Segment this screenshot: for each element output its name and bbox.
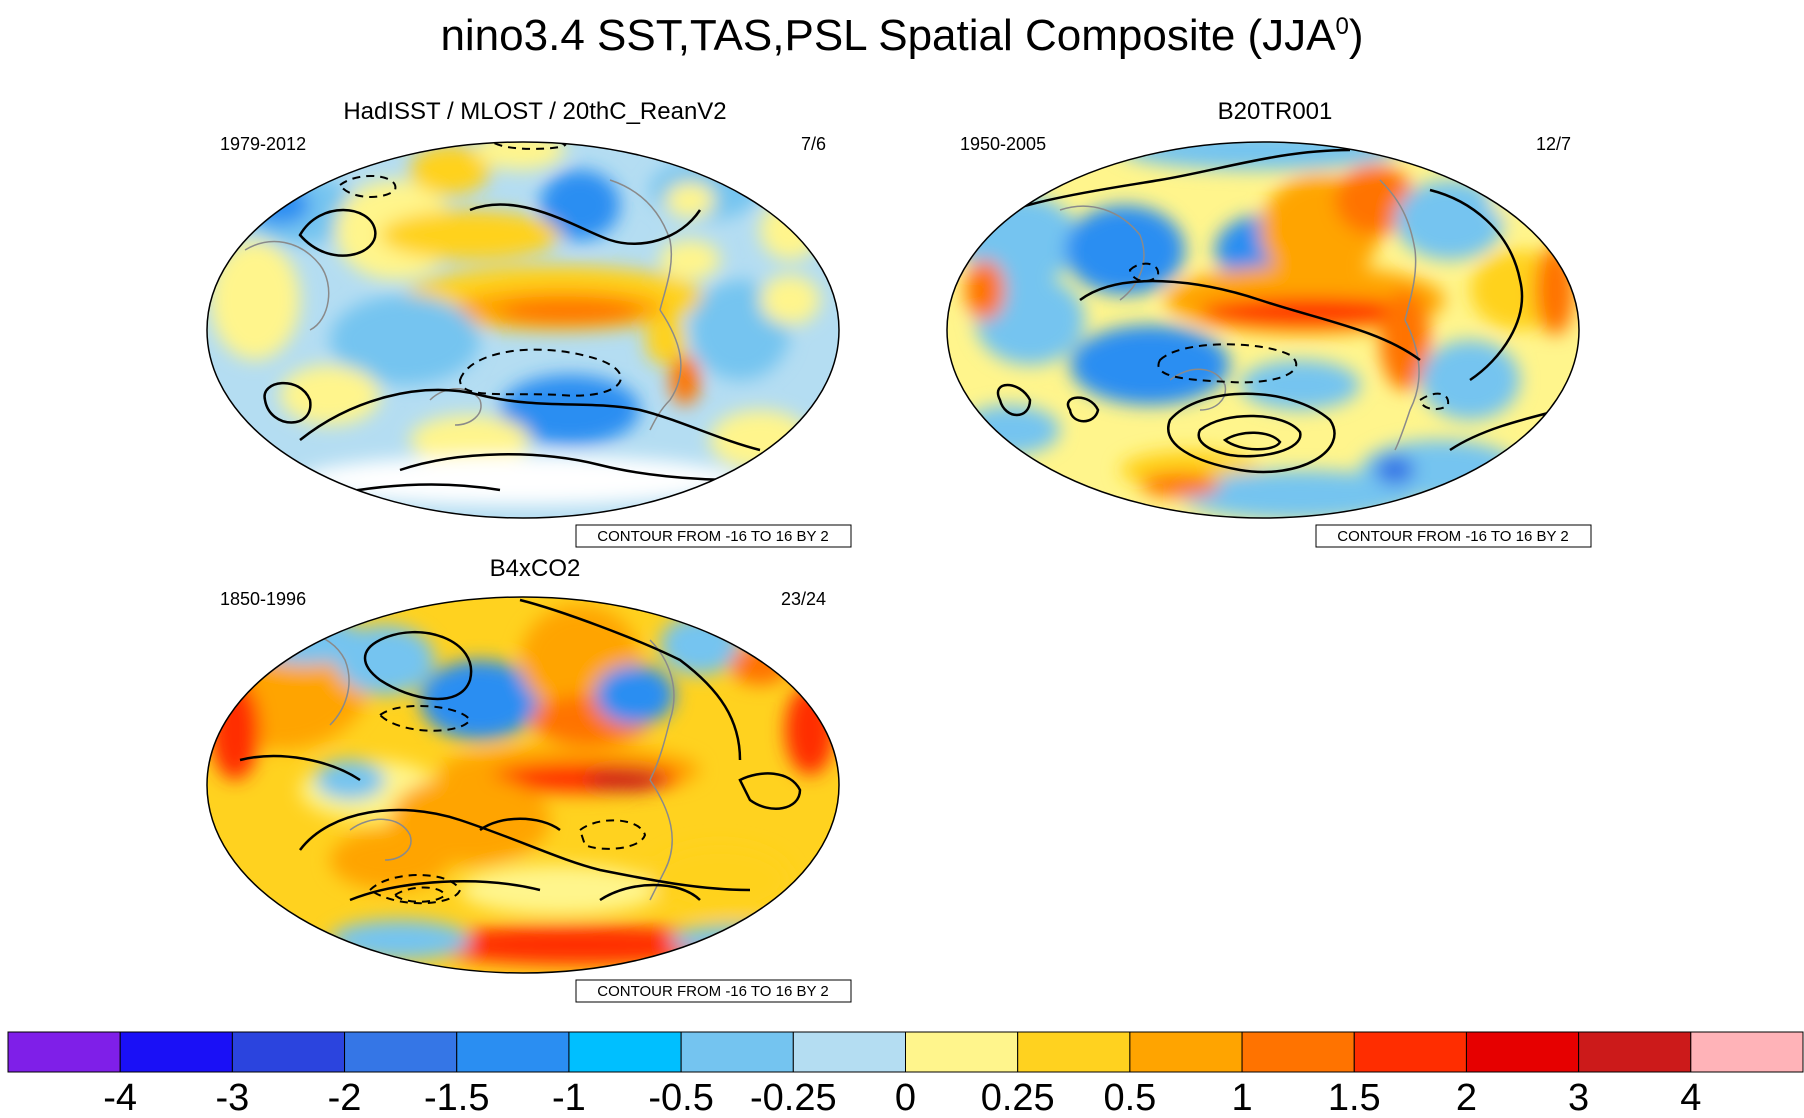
colorbar-swatch xyxy=(1465,1031,1580,1073)
panel-observations: HadISST / MLOST / 20thC_ReanV2 1979-2012… xyxy=(206,98,852,548)
colorbar-swatch xyxy=(792,1031,906,1073)
colorbar-tick-label: 0.25 xyxy=(981,1077,1055,1118)
colorbar-swatch xyxy=(1353,1031,1467,1073)
colorbar-swatch xyxy=(1578,1031,1692,1073)
colorbar-tick-label: 2 xyxy=(1456,1077,1477,1118)
colorbar-swatch xyxy=(568,1031,682,1073)
contour-info-box xyxy=(1315,524,1592,548)
colorbar-tick-label: -1.5 xyxy=(424,1077,489,1118)
colorbar-tick-label: -0.5 xyxy=(648,1077,713,1118)
psl-contours-negative xyxy=(368,705,647,905)
colorbar-tick-label: 1 xyxy=(1231,1077,1252,1118)
contour-info-text: CONTOUR FROM -16 TO 16 BY 2 xyxy=(1337,528,1568,545)
panel-count: 12/7 xyxy=(1536,134,1571,154)
colorbar-tick-label: -4 xyxy=(103,1077,137,1118)
coastline xyxy=(244,179,682,431)
panel-title: B20TR001 xyxy=(1218,98,1333,125)
panel-period: 1850-1996 xyxy=(220,589,306,609)
colorbar-tick-label: 1.5 xyxy=(1328,1077,1381,1118)
panel-b4xco2: B4xCO2 1850-1996 23/24 xyxy=(206,555,852,1003)
colorbar-swatch xyxy=(119,1031,233,1073)
colorbar: -4 -3 -2 -1.5 -1 -0.5 -0.25 0 0.25 0.5 1 1.5 2 3 4 xyxy=(7,1031,1804,1118)
psl-contours xyxy=(239,598,802,902)
colorbar-tick-label: -2 xyxy=(328,1077,362,1118)
panel-count: 7/6 xyxy=(801,134,826,154)
figure-title-close: ) xyxy=(1349,11,1364,60)
map-border xyxy=(946,141,1580,519)
colorbar-swatch xyxy=(1017,1031,1131,1073)
anomaly-field xyxy=(207,597,839,973)
colorbar-tick-label: -0.25 xyxy=(750,1077,837,1118)
figure-title-superscript: 0 xyxy=(1336,13,1349,40)
colorbar-swatch xyxy=(7,1031,121,1073)
figure-title: nino3.4 SST,TAS,PSL Spatial Composite (J… xyxy=(440,11,1363,60)
map-border xyxy=(206,596,840,974)
anomaly-field xyxy=(207,142,839,518)
panel-count: 23/24 xyxy=(781,589,826,609)
colorbar-tick-label: 0.5 xyxy=(1103,1077,1156,1118)
colorbar-swatch xyxy=(1241,1031,1355,1073)
panel-period: 1950-2005 xyxy=(960,134,1046,154)
colorbar-tick-label: 4 xyxy=(1680,1077,1701,1118)
colorbar-swatch xyxy=(231,1031,346,1073)
panel-title: B4xCO2 xyxy=(490,555,581,582)
coastline xyxy=(1059,179,1420,451)
panel-period: 1979-2012 xyxy=(220,134,306,154)
colorbar-swatch xyxy=(680,1031,794,1073)
contour-info-box xyxy=(575,524,852,548)
colorbar-swatch xyxy=(456,1031,570,1073)
map-border xyxy=(206,141,840,519)
contour-info-text: CONTOUR FROM -16 TO 16 BY 2 xyxy=(597,528,828,545)
panel-b20tr001: B20TR001 1950-2005 12/7 xyxy=(946,98,1592,548)
colorbar-swatch xyxy=(1690,1031,1804,1073)
colorbar-tick-label: -1 xyxy=(552,1077,586,1118)
contour-info-text: CONTOUR FROM -16 TO 16 BY 2 xyxy=(597,983,828,1000)
colorbar-swatch xyxy=(905,1031,1019,1073)
psl-contours-negative xyxy=(1128,262,1450,411)
colorbar-tick-label: 0 xyxy=(895,1077,916,1118)
colorbar-tick-label: 3 xyxy=(1568,1077,1589,1118)
anomaly-field xyxy=(947,142,1579,518)
colorbar-swatch xyxy=(1129,1031,1243,1073)
colorbar-tick-label: -3 xyxy=(215,1077,249,1118)
panel-title: HadISST / MLOST / 20thC_ReanV2 xyxy=(343,98,726,125)
psl-contours-negative xyxy=(338,142,622,397)
colorbar-swatch xyxy=(344,1031,458,1073)
contour-info-box xyxy=(575,979,852,1003)
